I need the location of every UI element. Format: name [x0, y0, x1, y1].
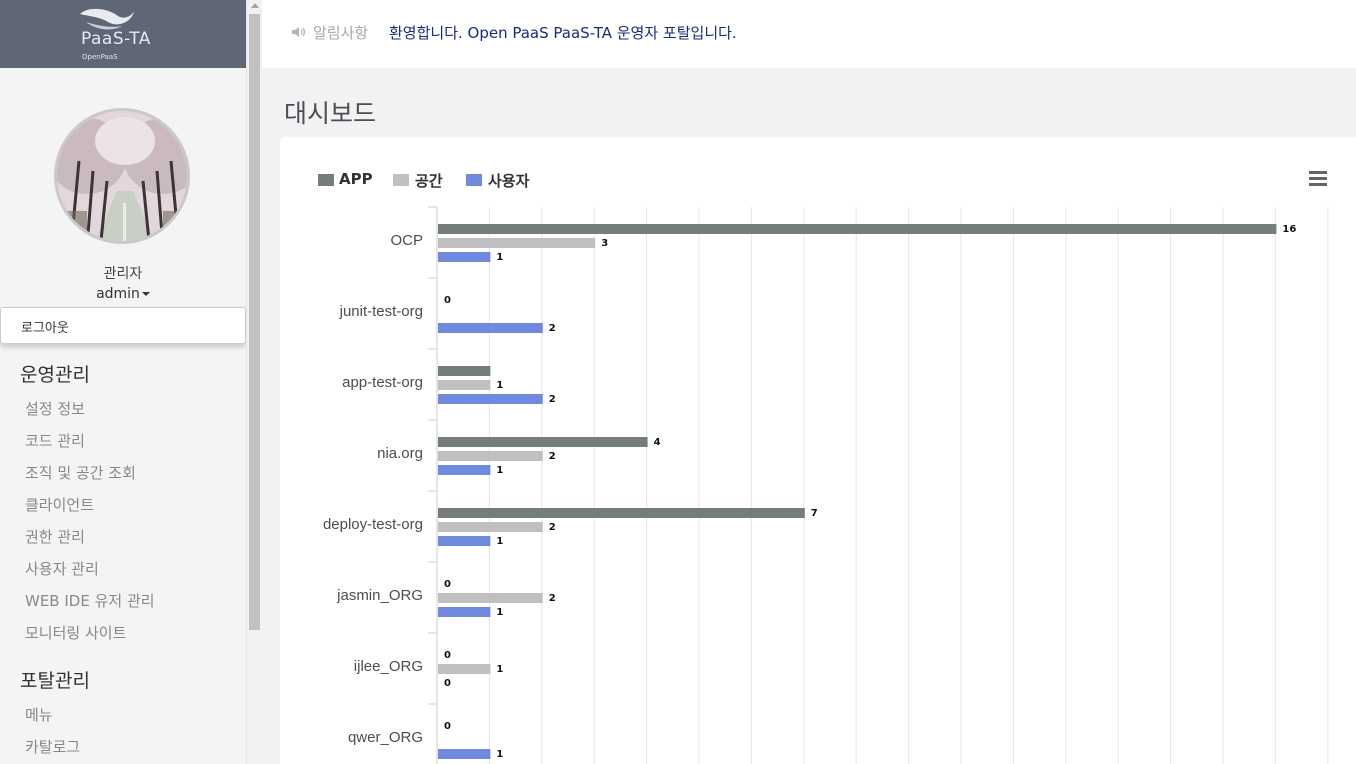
- legend-swatch-user: [466, 174, 482, 186]
- menu-item-monitoring[interactable]: 모니터링 사이트: [25, 624, 127, 642]
- logo-swoosh-icon: [80, 8, 134, 30]
- avatar: [54, 108, 190, 244]
- menu-item-users[interactable]: 사용자 관리: [25, 560, 99, 578]
- data-label: 0: [444, 579, 451, 590]
- logo-subtext: OpenPaaS: [82, 53, 118, 61]
- category-label: OCP: [390, 232, 423, 249]
- data-label: 0: [444, 295, 451, 306]
- menu-section-ops[interactable]: 운영관리: [20, 364, 90, 386]
- user-name: admin: [96, 286, 140, 302]
- data-label: 7: [811, 508, 818, 519]
- scroll-thumb[interactable]: [249, 14, 260, 630]
- logo[interactable]: PaaS-TA OpenPaaS: [0, 0, 246, 68]
- legend-swatch-app: [318, 174, 334, 186]
- sidebar-scrollbar[interactable]: [246, 0, 262, 764]
- logo-text: PaaS-TA: [81, 29, 151, 49]
- data-label: 0: [444, 650, 451, 661]
- bar: [438, 749, 491, 759]
- bar: [438, 366, 491, 376]
- category-label: deploy-test-org: [323, 516, 423, 533]
- category-label: nia.org: [377, 445, 423, 462]
- data-label: 0: [444, 721, 451, 732]
- data-label: 2: [549, 451, 556, 462]
- bar: [438, 238, 596, 248]
- bar: [438, 664, 491, 674]
- data-label: 2: [549, 522, 556, 533]
- menu-item-catalog[interactable]: 카탈로그: [25, 738, 81, 756]
- user-role: 관리자: [103, 266, 143, 282]
- legend-space[interactable]: 공간: [415, 172, 443, 190]
- data-label: 2: [549, 394, 556, 405]
- menu-item-client[interactable]: 클라이언트: [25, 496, 95, 514]
- data-label: 3: [601, 238, 608, 249]
- menu-item-menu[interactable]: 메뉴: [25, 706, 53, 724]
- legend-user[interactable]: 사용자: [488, 172, 530, 190]
- hamburger-menu-icon[interactable]: [1309, 171, 1327, 189]
- data-label: 2: [549, 323, 556, 334]
- bar: [438, 437, 648, 447]
- user-menu-toggle[interactable]: admin: [0, 286, 246, 302]
- bar: [438, 607, 491, 617]
- logout-link[interactable]: 로그아웃: [21, 321, 69, 336]
- menu-item-org-space[interactable]: 조직 및 공간 조회: [25, 464, 136, 482]
- data-label: 4: [654, 437, 661, 448]
- notice-bar: 알림사항 환영합니다. Open PaaS PaaS-TA 운영자 포탈입니다.: [262, 0, 1356, 68]
- bar: [438, 394, 543, 404]
- bar: [438, 380, 491, 390]
- legend-swatch-space: [393, 174, 409, 186]
- menu-item-authority[interactable]: 권한 관리: [25, 528, 85, 546]
- data-label: 1: [496, 749, 503, 760]
- data-label: 0: [444, 678, 451, 689]
- category-label: qwer_ORG: [348, 729, 423, 746]
- data-label: 2: [549, 593, 556, 604]
- category-label: jasmin_ORG: [336, 587, 423, 604]
- category-label: ijlee_ORG: [354, 658, 423, 675]
- data-label: 1: [496, 252, 503, 263]
- data-label: 1: [496, 465, 503, 476]
- menu-item-code[interactable]: 코드 관리: [25, 432, 85, 450]
- notice-text: 환영합니다. Open PaaS PaaS-TA 운영자 포탈입니다.: [389, 24, 737, 42]
- bar: [438, 252, 491, 262]
- user-dropdown: 로그아웃: [0, 307, 246, 344]
- bar: [438, 465, 491, 475]
- notice-label: 알림사항: [313, 24, 369, 42]
- data-label: 16: [1282, 224, 1296, 235]
- bar: [438, 323, 543, 333]
- data-label: 1: [496, 380, 503, 391]
- bar: [438, 593, 543, 603]
- bar: [438, 536, 491, 546]
- sidebar: PaaS-TA OpenPaaS 관리자 admin 로그아웃 운영관리 설정 …: [0, 0, 246, 764]
- scroll-up-icon[interactable]: [251, 3, 259, 8]
- caret-down-icon: [141, 292, 150, 296]
- bar: [438, 522, 543, 532]
- bar: [438, 451, 543, 461]
- data-label: 1: [496, 664, 503, 675]
- bar: [438, 224, 1277, 234]
- data-label: 1: [496, 536, 503, 547]
- page-title: 대시보드: [284, 99, 377, 128]
- menu-section-portal[interactable]: 포탈관리: [20, 670, 90, 692]
- category-label: app-test-org: [342, 374, 423, 391]
- legend-app[interactable]: APP: [339, 170, 373, 188]
- bar: [438, 508, 805, 518]
- category-label: junit-test-org: [339, 303, 423, 320]
- menu-item-webide[interactable]: WEB IDE 유저 관리: [25, 592, 155, 610]
- data-label: 1: [496, 607, 503, 618]
- menu-item-settings[interactable]: 설정 정보: [25, 400, 85, 418]
- speaker-icon: [292, 27, 306, 37]
